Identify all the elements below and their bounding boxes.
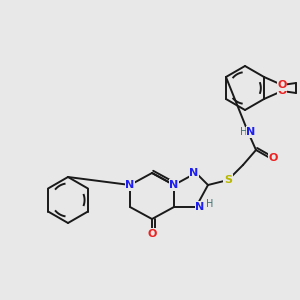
Text: N: N xyxy=(195,202,205,212)
Text: N: N xyxy=(169,180,178,190)
Text: O: O xyxy=(278,80,287,90)
Text: N: N xyxy=(125,180,135,190)
Text: O: O xyxy=(268,153,278,163)
Text: N: N xyxy=(246,127,256,137)
Text: S: S xyxy=(224,175,232,185)
Text: O: O xyxy=(147,229,157,239)
Text: H: H xyxy=(240,127,248,137)
Text: O: O xyxy=(278,86,287,96)
Text: H: H xyxy=(206,199,214,209)
Text: N: N xyxy=(189,168,199,178)
